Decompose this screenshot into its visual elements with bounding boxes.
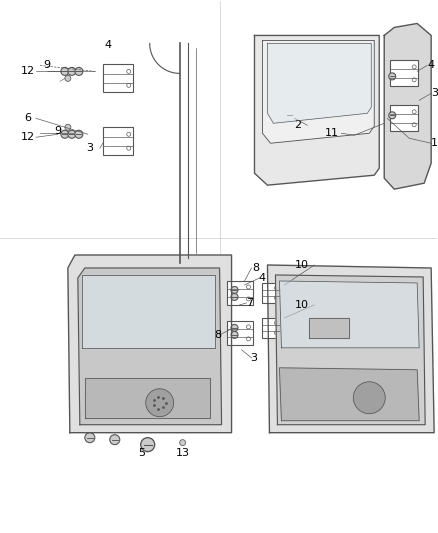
Polygon shape (309, 318, 350, 338)
Bar (103, 127, 133, 155)
Text: 1: 1 (431, 138, 438, 148)
Circle shape (127, 132, 131, 136)
Text: 2: 2 (294, 120, 301, 130)
Circle shape (110, 435, 120, 445)
Bar (262, 318, 280, 338)
Polygon shape (268, 265, 434, 433)
Circle shape (68, 67, 76, 75)
Polygon shape (262, 41, 374, 143)
Circle shape (127, 69, 131, 74)
Circle shape (127, 83, 131, 87)
Polygon shape (279, 368, 419, 421)
Circle shape (389, 73, 396, 80)
Polygon shape (268, 44, 371, 123)
Bar (226, 281, 252, 305)
Circle shape (75, 67, 83, 75)
Text: 8: 8 (214, 330, 221, 340)
Text: 5: 5 (138, 448, 145, 458)
Text: 10: 10 (294, 260, 308, 270)
Circle shape (61, 67, 69, 75)
Bar (390, 60, 418, 86)
Text: 8: 8 (252, 263, 259, 273)
Text: 9: 9 (54, 126, 61, 136)
Circle shape (231, 294, 238, 301)
Circle shape (353, 382, 385, 414)
Circle shape (65, 124, 71, 130)
Circle shape (231, 286, 238, 294)
Polygon shape (254, 36, 379, 185)
Circle shape (141, 438, 155, 451)
Circle shape (275, 296, 279, 300)
Polygon shape (276, 275, 425, 425)
Text: 6: 6 (25, 114, 32, 123)
Bar (390, 106, 418, 131)
Circle shape (389, 112, 396, 119)
Polygon shape (85, 378, 210, 418)
Circle shape (247, 325, 251, 329)
Text: 4: 4 (259, 273, 266, 283)
Text: 9: 9 (43, 60, 50, 70)
Circle shape (61, 130, 69, 138)
Polygon shape (78, 268, 222, 425)
Circle shape (286, 111, 293, 119)
Bar (103, 64, 133, 92)
Circle shape (85, 433, 95, 442)
Text: 3: 3 (431, 88, 438, 99)
Text: 11: 11 (325, 128, 338, 138)
Circle shape (231, 332, 238, 338)
Circle shape (75, 130, 83, 138)
Circle shape (275, 331, 279, 335)
Circle shape (146, 389, 173, 417)
Circle shape (65, 75, 71, 82)
Circle shape (127, 146, 131, 150)
Polygon shape (384, 23, 431, 189)
Text: 12: 12 (21, 67, 35, 76)
Bar (262, 283, 280, 303)
Text: 7: 7 (246, 298, 253, 308)
Text: 13: 13 (176, 448, 190, 458)
Text: 3: 3 (250, 353, 257, 363)
Polygon shape (68, 255, 232, 433)
Circle shape (412, 110, 416, 114)
Polygon shape (82, 275, 215, 348)
Circle shape (247, 285, 251, 289)
Text: 4: 4 (104, 41, 111, 51)
Circle shape (247, 337, 251, 341)
Bar (226, 321, 252, 345)
Text: 3: 3 (86, 143, 93, 153)
Circle shape (247, 297, 251, 301)
Circle shape (412, 78, 416, 82)
Text: 10: 10 (294, 300, 308, 310)
Circle shape (275, 321, 279, 325)
Circle shape (275, 286, 279, 290)
Text: 12: 12 (21, 132, 35, 142)
Circle shape (68, 130, 76, 138)
Circle shape (180, 440, 186, 446)
Text: 4: 4 (427, 60, 434, 70)
Circle shape (412, 123, 416, 127)
Circle shape (231, 325, 238, 332)
Circle shape (412, 65, 416, 69)
Polygon shape (279, 281, 419, 348)
